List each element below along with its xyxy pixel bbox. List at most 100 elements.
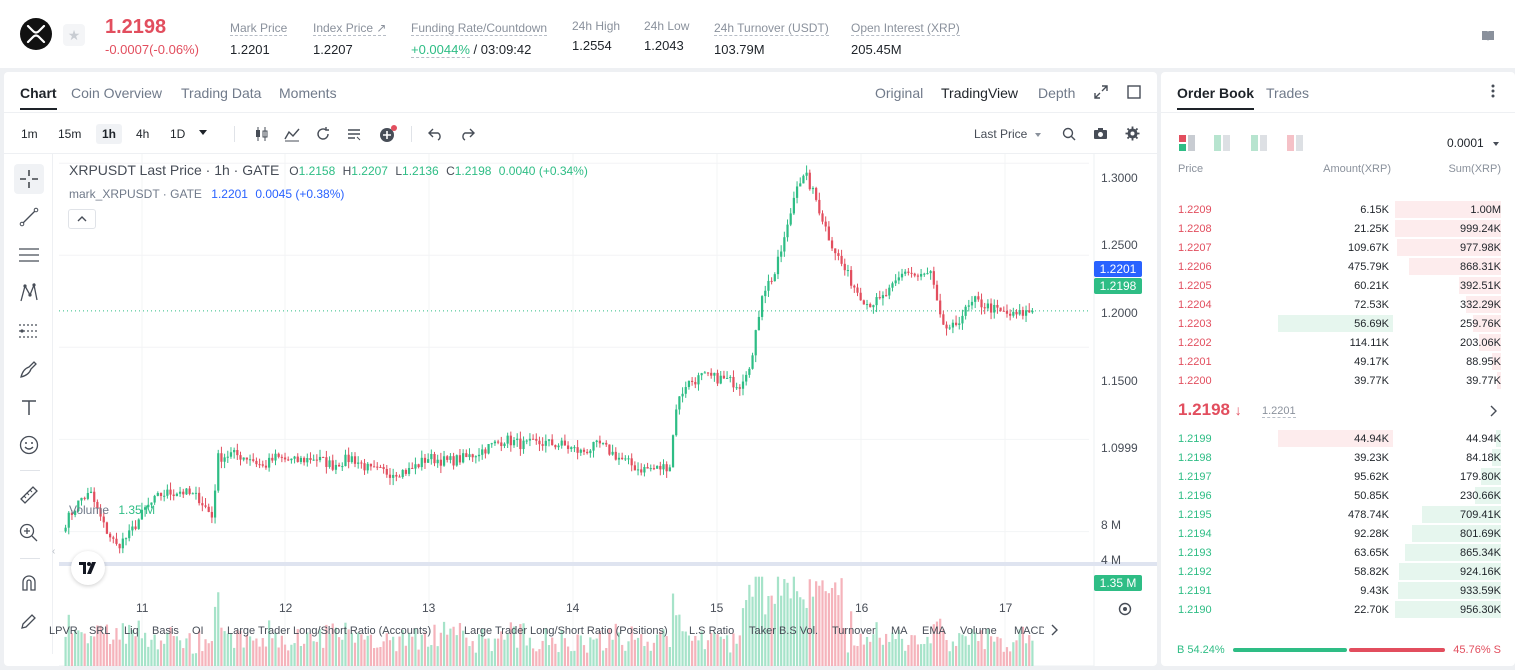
view-depth[interactable]: Depth: [1038, 85, 1076, 101]
indicator-liq[interactable]: Liq: [124, 625, 139, 637]
camera-icon[interactable]: [1093, 127, 1108, 145]
ruler-tool-icon[interactable]: [14, 480, 44, 510]
tab-order-book[interactable]: Order Book: [1177, 85, 1255, 110]
view-bids-only-icon[interactable]: [1214, 135, 1230, 156]
view-original[interactable]: Original: [875, 85, 924, 101]
timeframe-4h[interactable]: 4h: [136, 127, 150, 141]
volume-bar: [414, 628, 417, 666]
brush-tool-icon[interactable]: [14, 354, 44, 384]
candle-body: [516, 438, 519, 441]
stat-open-interest[interactable]: Open Interest (XRP) 205.45M: [851, 19, 960, 57]
ask-row[interactable]: 1.2209 6.15K 1.00M: [1161, 200, 1515, 219]
bid-row[interactable]: 1.2193 63.65K 865.34K: [1161, 543, 1515, 562]
timeframe-15m[interactable]: 15m: [58, 127, 82, 141]
crosshair-tool-icon[interactable]: [14, 164, 44, 194]
template-icon[interactable]: [346, 126, 362, 147]
collapse-legend-button[interactable]: [68, 209, 96, 229]
pattern-tool-icon[interactable]: [14, 278, 44, 308]
candlestick-chart[interactable]: [4, 154, 1157, 666]
bid-row[interactable]: 1.2196 50.85K 230.66K: [1161, 486, 1515, 505]
favorite-star-icon[interactable]: ★: [63, 24, 85, 46]
add-study-icon[interactable]: [379, 125, 397, 148]
tab-trading-data[interactable]: Trading Data: [181, 85, 262, 101]
indicator-ls-ratio[interactable]: L.S Ratio: [689, 625, 735, 637]
stat-24h-turnover[interactable]: 24h Turnover (USDT) 103.79M: [714, 19, 829, 57]
undo-icon[interactable]: [428, 127, 444, 146]
view-asks-only-icon[interactable]: [1287, 135, 1303, 156]
ask-row[interactable]: 1.2203 56.69K 259.76K: [1161, 314, 1515, 333]
view-tradingview[interactable]: TradingView: [941, 85, 1019, 101]
expand-icon[interactable]: [1094, 85, 1108, 104]
ask-row[interactable]: 1.2200 39.77K 39.77K: [1161, 371, 1515, 390]
replay-icon[interactable]: [315, 126, 331, 147]
tab-moments[interactable]: Moments: [279, 85, 337, 101]
tab-chart[interactable]: Chart: [20, 85, 57, 110]
ask-row[interactable]: 1.2206 475.79K 868.31K: [1161, 257, 1515, 276]
indicator-ma[interactable]: MA: [891, 625, 908, 637]
indicator-ema[interactable]: EMA: [922, 625, 946, 637]
ask-row[interactable]: 1.2202 114.11K 203.06K: [1161, 333, 1515, 352]
bid-row[interactable]: 1.2195 478.74K 709.41K: [1161, 505, 1515, 524]
candle-body: [598, 440, 601, 444]
bid-row[interactable]: 1.2198 39.23K 84.18K: [1161, 448, 1515, 467]
more-options-icon[interactable]: [1491, 84, 1495, 98]
candle-body: [614, 451, 617, 460]
candle-type-icon[interactable]: [254, 126, 270, 147]
indicator-lpvr[interactable]: LPVR: [49, 625, 78, 637]
stat-mark-price[interactable]: Mark Price 1.2201: [230, 19, 288, 57]
emoji-tool-icon[interactable]: [14, 430, 44, 460]
window-icon[interactable]: [1127, 85, 1141, 104]
volume-bar: [442, 621, 446, 666]
fib-tool-icon[interactable]: [14, 316, 44, 346]
indicators-icon[interactable]: [284, 126, 300, 147]
orderbook-last-price[interactable]: 1.2198 ↓: [1178, 400, 1242, 420]
redo-icon[interactable]: [459, 127, 475, 146]
view-asks-bids-icon[interactable]: [1251, 135, 1267, 156]
bid-row[interactable]: 1.2191 9.43K 933.59K: [1161, 581, 1515, 600]
timeframe-1h[interactable]: 1h: [96, 124, 123, 144]
precision-select[interactable]: 0.0001: [1447, 136, 1500, 150]
ask-row[interactable]: 1.2207 109.67K 977.98K: [1161, 238, 1515, 257]
ask-row[interactable]: 1.2205 60.21K 392.51K: [1161, 276, 1515, 295]
magnet-tool-icon[interactable]: [14, 568, 44, 598]
scroll-right-icon[interactable]: [1050, 623, 1058, 641]
bid-row[interactable]: 1.2194 92.28K 801.69K: [1161, 524, 1515, 543]
timeframe-dropdown-icon[interactable]: [199, 130, 207, 135]
pencil-lock-tool-icon[interactable]: [14, 606, 44, 636]
price-type-select[interactable]: Last Price: [974, 127, 1041, 141]
indicator-basis[interactable]: Basis: [152, 625, 179, 637]
text-tool-icon[interactable]: [14, 392, 44, 422]
bid-row[interactable]: 1.2192 58.82K 924.16K: [1161, 562, 1515, 581]
indicator-srl[interactable]: SRL: [89, 625, 111, 637]
indicator-large-trader-accounts[interactable]: Large Trader Long/Short Ratio (Accounts): [227, 625, 432, 637]
indicator-macd[interactable]: MACD: [1014, 625, 1044, 637]
indicator-taker-bs-vol[interactable]: Taker B.S Vol.: [749, 625, 819, 637]
timeframe-1m[interactable]: 1m: [21, 127, 38, 141]
indicator-volume[interactable]: Volume: [960, 625, 997, 637]
horizontal-lines-tool-icon[interactable]: [14, 240, 44, 270]
indicator-turnover[interactable]: Turnover: [832, 625, 876, 637]
ask-row[interactable]: 1.2201 49.17K 88.95K: [1161, 352, 1515, 371]
timeframe-1d[interactable]: 1D: [170, 127, 186, 141]
view-both-icon[interactable]: [1179, 135, 1195, 156]
chart-settings-icon[interactable]: [1117, 601, 1133, 622]
price-cell: 1.2200: [1178, 375, 1212, 387]
stat-index-price[interactable]: Index Price ↗ 1.2207: [313, 19, 387, 57]
search-icon[interactable]: [1062, 127, 1076, 146]
ask-row[interactable]: 1.2204 72.53K 332.29K: [1161, 295, 1515, 314]
bid-row[interactable]: 1.2190 22.70K 956.30K: [1161, 600, 1515, 619]
indicator-large-trader-positions[interactable]: Large Trader Long/Short Ratio (Positions…: [464, 625, 668, 637]
stat-funding-rate[interactable]: Funding Rate/Countdown +0.0044% / 03:09:…: [411, 19, 548, 58]
tab-coin-overview[interactable]: Coin Overview: [71, 85, 163, 101]
gear-icon[interactable]: [1125, 126, 1140, 146]
tab-trades[interactable]: Trades: [1266, 85, 1310, 101]
ask-row[interactable]: 1.2208 21.25K 999.24K: [1161, 219, 1515, 238]
bid-row[interactable]: 1.2197 95.62K 179.80K: [1161, 467, 1515, 486]
scroll-left-icon[interactable]: ‹: [52, 546, 56, 557]
zoom-in-tool-icon[interactable]: [14, 518, 44, 548]
bid-row[interactable]: 1.2199 44.94K 44.94K: [1161, 429, 1515, 448]
indicator-oi[interactable]: OI: [192, 625, 204, 637]
trendline-tool-icon[interactable]: [14, 202, 44, 232]
chevron-right-icon[interactable]: [1489, 404, 1497, 422]
book-icon[interactable]: [1481, 29, 1495, 47]
